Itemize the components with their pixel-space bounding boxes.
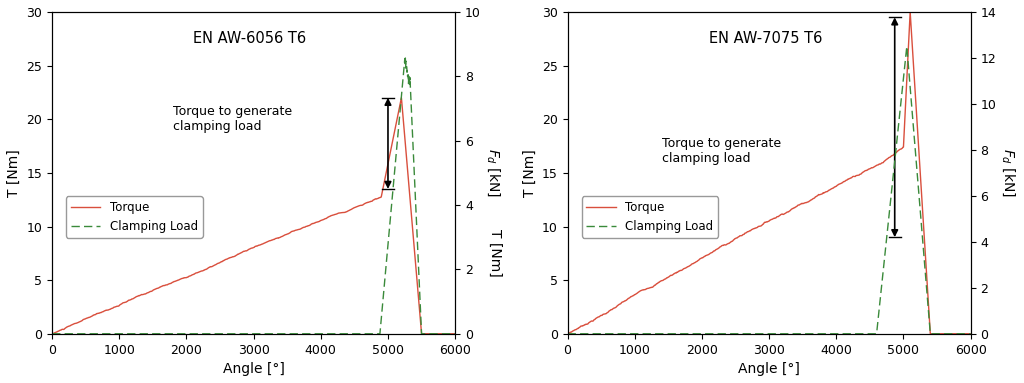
- Clamping Load: [872, 317, 885, 321]
- Torque: [168, 279, 180, 284]
- Torque: [686, 262, 698, 266]
- Torque: [260, 240, 272, 244]
- Text: Torque to generate
clamping load: Torque to generate clamping load: [662, 137, 780, 165]
- Torque: [814, 192, 826, 197]
- Clamping Load: [313, 331, 326, 336]
- Line: Torque: Torque: [567, 12, 971, 334]
- Line: Clamping Load: Clamping Load: [52, 58, 455, 334]
- Torque: [443, 331, 456, 336]
- Clamping Load: [449, 331, 461, 336]
- Clamping Load: [399, 56, 412, 60]
- Clamping Load: [46, 331, 58, 336]
- Line: Clamping Load: Clamping Load: [567, 46, 971, 334]
- Torque: [294, 227, 306, 231]
- Clamping Load: [404, 86, 417, 91]
- Clamping Load: [561, 331, 573, 336]
- Torque: [298, 225, 310, 229]
- Text: Torque to generate
clamping load: Torque to generate clamping load: [173, 105, 292, 133]
- Clamping Load: [901, 44, 913, 49]
- Text: T [Nm]: T [Nm]: [488, 229, 503, 277]
- Line: Torque: Torque: [52, 98, 455, 334]
- Y-axis label: $F_d$ [kN]: $F_d$ [kN]: [484, 148, 502, 197]
- Torque: [395, 95, 408, 100]
- X-axis label: Angle [°]: Angle [°]: [738, 362, 800, 376]
- Torque: [561, 331, 573, 336]
- Legend: Torque, Clamping Load: Torque, Clamping Load: [67, 196, 203, 238]
- Y-axis label: T [Nm]: T [Nm]: [7, 149, 20, 197]
- Clamping Load: [378, 285, 390, 290]
- Torque: [449, 331, 461, 336]
- Torque: [881, 157, 893, 161]
- Torque: [904, 10, 916, 14]
- Text: EN AW-7075 T6: EN AW-7075 T6: [709, 31, 822, 46]
- Torque: [965, 331, 977, 336]
- Clamping Load: [965, 331, 977, 336]
- Y-axis label: $F_d$ [kN]: $F_d$ [kN]: [1000, 148, 1017, 197]
- Torque: [359, 201, 372, 206]
- Clamping Load: [646, 331, 658, 336]
- Torque: [957, 331, 970, 336]
- Clamping Load: [739, 331, 752, 336]
- Clamping Load: [71, 331, 83, 336]
- Y-axis label: T [Nm]: T [Nm]: [522, 149, 537, 197]
- Torque: [780, 210, 793, 215]
- Torque: [46, 331, 58, 336]
- Torque: [819, 190, 831, 195]
- Clamping Load: [634, 331, 646, 336]
- Clamping Load: [922, 296, 934, 301]
- Clamping Load: [400, 64, 413, 69]
- X-axis label: Angle [°]: Angle [°]: [222, 362, 285, 376]
- Clamping Load: [822, 331, 835, 336]
- Text: EN AW-6056 T6: EN AW-6056 T6: [194, 31, 306, 46]
- Clamping Load: [359, 331, 372, 336]
- Legend: Torque, Clamping Load: Torque, Clamping Load: [582, 196, 718, 238]
